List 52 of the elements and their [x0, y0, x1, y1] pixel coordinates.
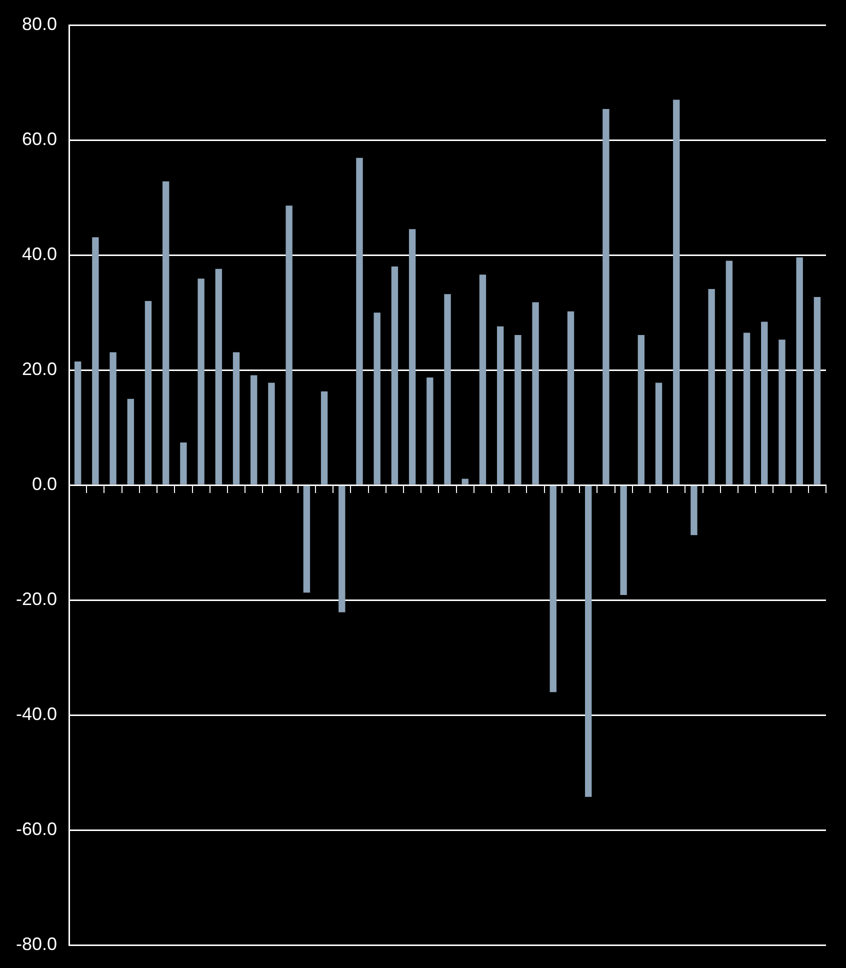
bar	[708, 288, 715, 484]
bar	[250, 375, 258, 484]
bar	[162, 181, 170, 484]
bar	[620, 486, 627, 595]
bar	[286, 206, 292, 484]
bar	[514, 334, 522, 484]
y-tick-label: 20.0	[22, 359, 58, 380]
bar	[320, 391, 328, 484]
bar	[726, 260, 733, 484]
bar	[268, 382, 275, 484]
bar	[778, 340, 786, 484]
bar	[180, 442, 187, 484]
bar	[303, 486, 310, 593]
bar	[585, 486, 592, 797]
bar	[690, 486, 698, 536]
y-tick-label: -60.0	[16, 819, 58, 840]
bar	[426, 378, 434, 484]
bar	[338, 486, 346, 612]
bar	[408, 229, 416, 484]
bar	[232, 352, 240, 484]
y-tick-label: 80.0	[22, 14, 58, 34]
y-tick-label: -40.0	[16, 704, 58, 724]
bar	[215, 268, 222, 484]
bar	[74, 361, 82, 484]
bar	[550, 486, 556, 692]
bar	[673, 100, 680, 484]
bar	[356, 158, 363, 484]
bar	[391, 266, 398, 484]
y-tick-label: 40.0	[22, 244, 58, 264]
y-tick-label: -20.0	[16, 589, 58, 610]
bar	[532, 302, 539, 484]
bar	[198, 278, 204, 484]
bar	[144, 301, 152, 484]
bar	[496, 326, 504, 484]
bar	[761, 322, 768, 484]
bar	[567, 311, 574, 484]
bar	[92, 237, 99, 484]
bar	[374, 312, 380, 484]
y-tick-label: 0.0	[32, 474, 58, 494]
bar	[462, 478, 468, 484]
bar	[110, 352, 116, 484]
bar	[743, 332, 750, 484]
y-tick-label: -80.0	[16, 934, 58, 954]
bar	[638, 334, 645, 484]
y-tick-label: 60.0	[22, 128, 58, 149]
bar	[444, 294, 451, 484]
bar	[796, 257, 803, 484]
bar	[479, 274, 486, 484]
bar	[127, 398, 134, 484]
bar	[814, 297, 821, 484]
bar	[655, 382, 662, 484]
bar	[602, 108, 610, 484]
